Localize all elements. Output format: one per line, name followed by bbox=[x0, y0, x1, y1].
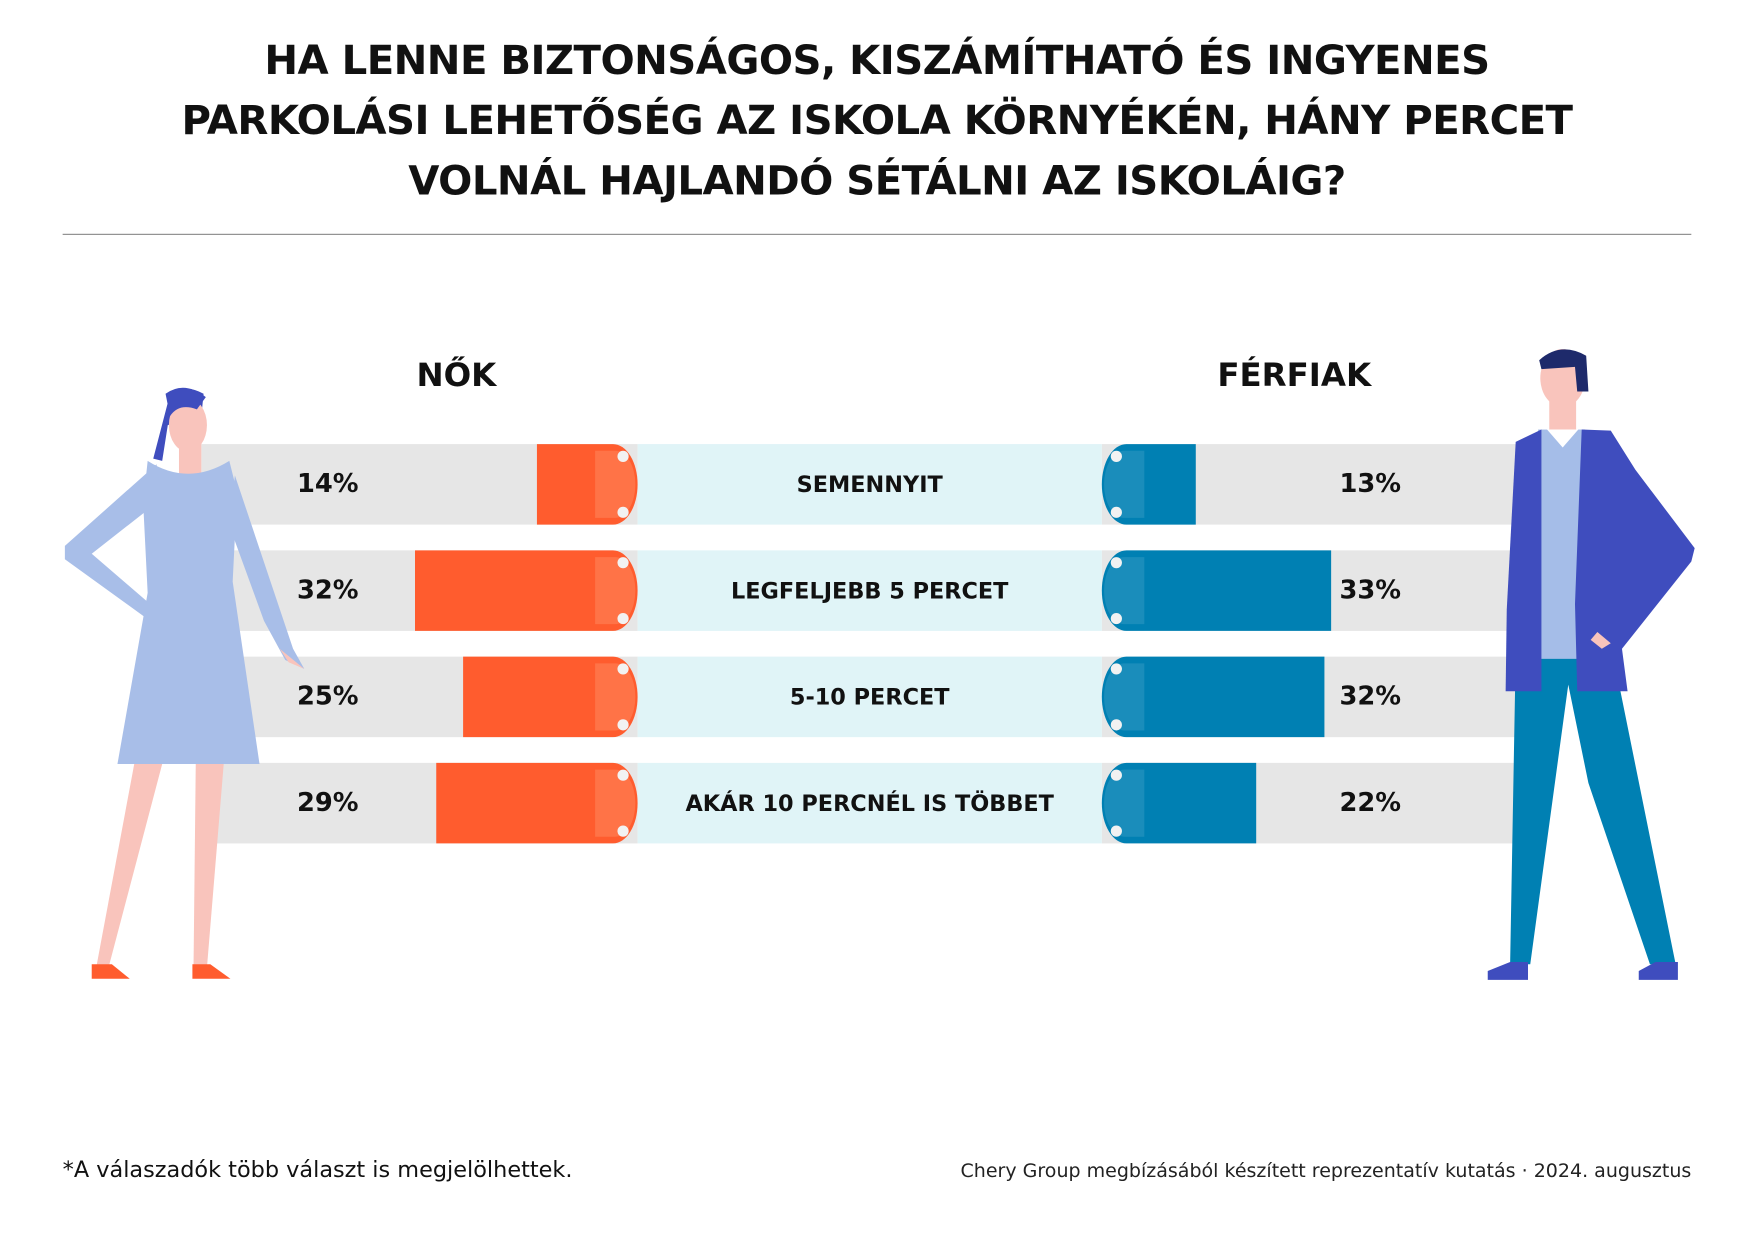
title-line: VOLNÁL HAJLANDÓ SÉTÁLNI AZ ISKOLÁIG? bbox=[408, 158, 1346, 205]
headlight-icon bbox=[1110, 719, 1122, 731]
bar-men bbox=[1101, 656, 1324, 738]
value-men: 33% bbox=[1339, 576, 1402, 606]
chart-title: HA LENNE BIZTONSÁGOS, KISZÁMÍTHATÓ ÉS IN… bbox=[0, 31, 1754, 212]
bar-men bbox=[1101, 444, 1196, 525]
man-figure-icon bbox=[1487, 349, 1695, 980]
value-women: 25% bbox=[296, 682, 359, 712]
car-hood-icon bbox=[595, 769, 636, 837]
car-hood-icon bbox=[595, 557, 636, 625]
category-label: 5-10 PERCET bbox=[637, 656, 1102, 738]
value-women: 29% bbox=[296, 788, 359, 818]
value-men: 13% bbox=[1339, 469, 1402, 499]
bar-men bbox=[1101, 762, 1257, 844]
car-hood-icon bbox=[595, 450, 636, 518]
bar-women bbox=[462, 656, 638, 738]
women-header: NŐK bbox=[416, 355, 497, 394]
headlight-icon bbox=[617, 663, 629, 675]
footnote: *A válaszadók több választ is megjelölhe… bbox=[62, 1155, 573, 1183]
woman-figure-icon bbox=[64, 387, 305, 979]
value-women: 32% bbox=[296, 576, 359, 606]
title-line: HA LENNE BIZTONSÁGOS, KISZÁMÍTHATÓ ÉS IN… bbox=[264, 38, 1490, 84]
headlight-icon bbox=[617, 825, 629, 837]
headlight-icon bbox=[617, 769, 629, 781]
category-label: LEGFELJEBB 5 PERCET bbox=[637, 550, 1102, 631]
headlight-icon bbox=[617, 450, 629, 462]
category-label: SEMENNYIT bbox=[637, 444, 1102, 525]
category-label: AKÁR 10 PERCNÉL IS TÖBBET bbox=[637, 762, 1102, 844]
headlight-icon bbox=[1110, 825, 1122, 837]
divider bbox=[62, 233, 1692, 235]
headlight-icon bbox=[1110, 663, 1122, 675]
title-line: PARKOLÁSI LEHETŐSÉG AZ ISKOLA KÖRNYÉKÉN,… bbox=[181, 98, 1574, 145]
headlight-icon bbox=[617, 506, 629, 518]
car-hood-icon bbox=[1104, 450, 1145, 518]
headlight-icon bbox=[1110, 506, 1122, 518]
headlight-icon bbox=[617, 612, 629, 625]
bar-men bbox=[1101, 550, 1331, 631]
headlight-icon bbox=[617, 719, 629, 731]
headlight-icon bbox=[1110, 557, 1122, 569]
bar-women bbox=[435, 762, 638, 844]
value-women: 14% bbox=[296, 469, 359, 499]
headlight-icon bbox=[1110, 769, 1122, 781]
bar-women bbox=[415, 550, 638, 631]
headlight-icon bbox=[1110, 612, 1122, 625]
car-hood-icon bbox=[1104, 663, 1145, 731]
headlight-icon bbox=[617, 557, 629, 569]
value-men: 32% bbox=[1339, 682, 1402, 712]
bar-women bbox=[537, 444, 638, 525]
car-hood-icon bbox=[1104, 557, 1145, 625]
headlight-icon bbox=[1110, 450, 1122, 462]
car-hood-icon bbox=[1104, 769, 1145, 837]
source-note: Chery Group megbízásából készített repre… bbox=[960, 1159, 1692, 1183]
value-men: 22% bbox=[1339, 788, 1402, 818]
car-hood-icon bbox=[595, 663, 636, 731]
men-header: FÉRFIAK bbox=[1217, 355, 1372, 394]
